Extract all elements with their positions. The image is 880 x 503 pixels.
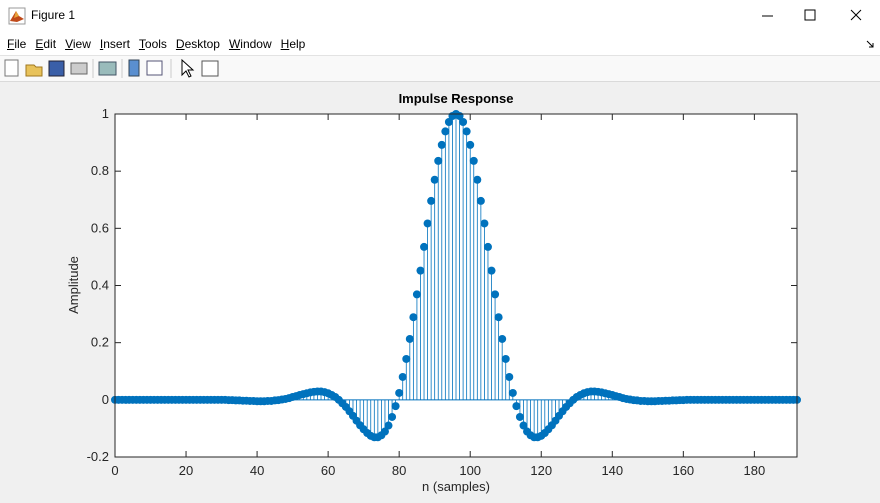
menu-item[interactable]: Desktop <box>175 37 220 51</box>
x-tick-label: 0 <box>111 463 118 478</box>
stem-marker <box>405 334 414 343</box>
y-tick-label: -0.2 <box>87 449 109 464</box>
open-icon[interactable] <box>25 64 43 77</box>
stem-marker <box>473 175 482 184</box>
stem-marker <box>441 127 450 136</box>
app-icon <box>8 7 26 25</box>
stem-marker <box>469 156 478 165</box>
stem-marker <box>420 242 429 251</box>
menu-item[interactable]: Tools <box>138 37 167 51</box>
menu-bar: File Edit View Insert Tools Desktop Window Help <box>0 31 880 56</box>
menu-item[interactable]: File <box>7 37 27 51</box>
print-icon[interactable] <box>70 62 88 75</box>
x-tick-label: 140 <box>601 463 623 478</box>
axes-box <box>114 113 798 458</box>
maximize-button[interactable] <box>804 9 816 21</box>
stem-marker <box>519 421 528 430</box>
menu-item[interactable]: View <box>65 37 91 51</box>
stem-marker <box>384 421 393 430</box>
x-tick-label: 120 <box>530 463 552 478</box>
property-icon[interactable] <box>201 60 219 77</box>
stem-marker <box>434 156 443 165</box>
save-icon[interactable] <box>48 60 65 77</box>
menu-item[interactable]: Insert <box>99 37 130 51</box>
y-tick-label: 0.2 <box>91 335 109 350</box>
stem-marker <box>412 290 421 299</box>
stem-marker <box>487 266 496 275</box>
stem-marker <box>427 196 436 205</box>
stem-marker <box>480 219 489 228</box>
chart-title: Impulse Response <box>399 91 514 106</box>
window-title: Figure 1 <box>31 8 76 22</box>
y-tick-label: 0.4 <box>91 278 109 293</box>
stem-marker <box>498 334 507 343</box>
colorbar-icon[interactable] <box>128 59 140 77</box>
stem-marker <box>483 242 492 251</box>
menu-item[interactable]: Edit <box>35 37 57 51</box>
x-tick-label: 40 <box>250 463 264 478</box>
stem-marker <box>423 219 432 228</box>
stem-marker <box>508 388 517 397</box>
x-tick-label: 20 <box>179 463 193 478</box>
title-bar: Figure 1 <box>0 0 880 31</box>
stem-marker <box>398 372 407 381</box>
link-icon[interactable] <box>98 61 117 76</box>
x-tick-label: 60 <box>321 463 335 478</box>
stem-marker <box>402 354 411 363</box>
stem-marker <box>462 127 471 136</box>
legend-icon[interactable] <box>146 60 163 76</box>
stem-marker <box>466 140 475 149</box>
stem-marker <box>515 412 524 421</box>
y-tick-label: 0 <box>102 392 109 407</box>
stem-marker <box>395 388 404 397</box>
stem-marker <box>430 175 439 184</box>
stem-marker <box>416 266 425 275</box>
x-tick-label: 80 <box>392 463 406 478</box>
y-tick-label: 1 <box>102 106 109 121</box>
x-axis-label: n (samples) <box>422 479 490 494</box>
stem-marker <box>388 412 397 421</box>
window-controls <box>762 9 862 21</box>
y-tick-label: 0.8 <box>91 163 109 178</box>
stem-marker <box>409 313 418 322</box>
menu-item[interactable]: Help <box>280 37 306 51</box>
pointer-icon[interactable] <box>181 58 195 78</box>
x-tick-label: 160 <box>672 463 694 478</box>
stem-marker <box>459 118 468 127</box>
stem-marker <box>391 402 400 411</box>
close-button[interactable] <box>850 9 862 21</box>
stem-marker <box>494 313 503 322</box>
new-icon[interactable] <box>4 59 19 77</box>
stem-marker <box>380 427 389 436</box>
x-tick-label: 100 <box>459 463 481 478</box>
dock-arrow[interactable] <box>866 40 874 48</box>
menu-item[interactable]: Window <box>228 37 272 51</box>
y-tick-label: 0.6 <box>91 220 109 235</box>
stem-marker <box>444 118 453 127</box>
stem-marker <box>437 140 446 149</box>
x-tick-label: 180 <box>744 463 766 478</box>
stem-marker <box>505 372 514 381</box>
stem-marker <box>476 196 485 205</box>
y-axis-label: Amplitude <box>66 256 81 314</box>
stem-marker <box>501 354 510 363</box>
toolbar-icons <box>4 58 219 78</box>
stem-marker <box>491 290 500 299</box>
toolbar <box>0 56 880 82</box>
chart: Impulse Response n (samples) Amplitude 0… <box>66 91 801 494</box>
stem-marker <box>512 402 521 411</box>
